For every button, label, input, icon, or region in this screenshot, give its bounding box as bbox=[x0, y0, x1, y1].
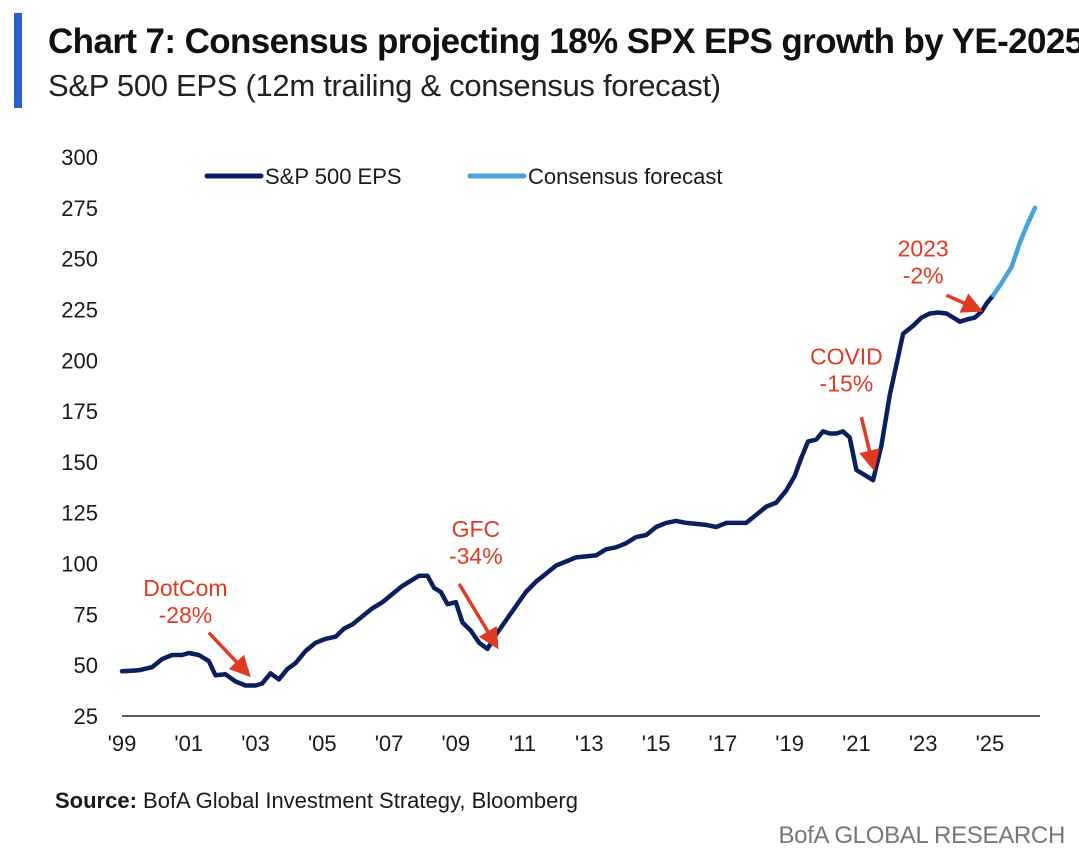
y-tick-label: 150 bbox=[61, 450, 98, 475]
source-label: Source: bbox=[55, 788, 137, 813]
chart-title: Chart 7: Consensus projecting 18% SPX EP… bbox=[48, 22, 1079, 61]
x-tick-label: '15 bbox=[642, 731, 671, 756]
annotation-label: GFC bbox=[452, 516, 501, 542]
annotation-arrow bbox=[945, 293, 984, 313]
x-tick-label: '13 bbox=[575, 731, 604, 756]
annotation-arrow bbox=[859, 416, 880, 472]
chart-subtitle: S&P 500 EPS (12m trailing & consensus fo… bbox=[48, 68, 721, 103]
annotation-label: COVID bbox=[810, 343, 883, 369]
source-note: Source: BofA Global Investment Strategy,… bbox=[55, 788, 578, 814]
eps-line-chart: 25 50 75 100 125 150 175 200 225 250 275 300 '99 '01… bbox=[61, 145, 1040, 756]
y-tick-label: 200 bbox=[61, 348, 98, 373]
x-tick-label: '07 bbox=[375, 731, 404, 756]
y-axis: 25 50 75 100 125 150 175 200 225 250 275 300 bbox=[61, 145, 98, 729]
y-tick-label: 175 bbox=[61, 399, 98, 424]
x-tick-label: '23 bbox=[909, 731, 938, 756]
x-tick-label: '17 bbox=[709, 731, 738, 756]
series-line-sp500-eps bbox=[119, 292, 996, 688]
annotation-label: 2023 bbox=[898, 236, 949, 262]
title-accent-bar bbox=[14, 13, 22, 108]
legend-label: Consensus forecast bbox=[528, 164, 722, 189]
y-tick-label: 300 bbox=[61, 145, 98, 170]
y-tick-label: 100 bbox=[61, 552, 98, 577]
x-tick-label: '21 bbox=[842, 731, 871, 756]
annotation-value: -28% bbox=[159, 602, 213, 628]
y-tick-label: 125 bbox=[61, 501, 98, 526]
series-layer bbox=[119, 205, 1038, 688]
y-tick-label: 50 bbox=[74, 653, 98, 678]
annotation-value: -2% bbox=[903, 263, 944, 289]
y-tick-label: 225 bbox=[61, 297, 98, 322]
series-line-consensus-forecast bbox=[991, 205, 1038, 298]
brand-label: BofA GLOBAL RESEARCH bbox=[778, 822, 1065, 849]
x-tick-label: '19 bbox=[775, 731, 804, 756]
x-tick-label: '01 bbox=[174, 731, 203, 756]
annotation-arrow bbox=[457, 582, 499, 650]
y-tick-label: 250 bbox=[61, 247, 98, 272]
y-tick-label: 25 bbox=[74, 704, 98, 729]
annotation-value: -15% bbox=[820, 370, 874, 396]
y-tick-label: 275 bbox=[61, 196, 98, 221]
x-tick-label: '05 bbox=[308, 731, 337, 756]
annotation-label: DotCom bbox=[143, 575, 227, 601]
annotation-arrow bbox=[207, 631, 251, 678]
x-axis: '99 '01 '03 '05 '07 '09 '11 '13 '15 '17 '19 '21 '23 '… bbox=[108, 715, 1040, 756]
source-text: BofA Global Investment Strategy, Bloombe… bbox=[136, 788, 578, 813]
legend-label: S&P 500 EPS bbox=[265, 164, 402, 189]
legend: S&P 500 EPS Consensus forecast bbox=[204, 164, 722, 189]
x-tick-label: '99 bbox=[108, 731, 137, 756]
x-tick-label: '11 bbox=[509, 731, 536, 756]
x-tick-label: '09 bbox=[441, 731, 470, 756]
annotation-value: -34% bbox=[449, 543, 503, 569]
y-tick-label: 75 bbox=[74, 602, 98, 627]
x-tick-label: '25 bbox=[976, 731, 1005, 756]
x-tick-label: '03 bbox=[241, 731, 270, 756]
annotation-layer: DotCom-28% GFC-34% COVID-15% 2023-2% bbox=[143, 236, 984, 678]
